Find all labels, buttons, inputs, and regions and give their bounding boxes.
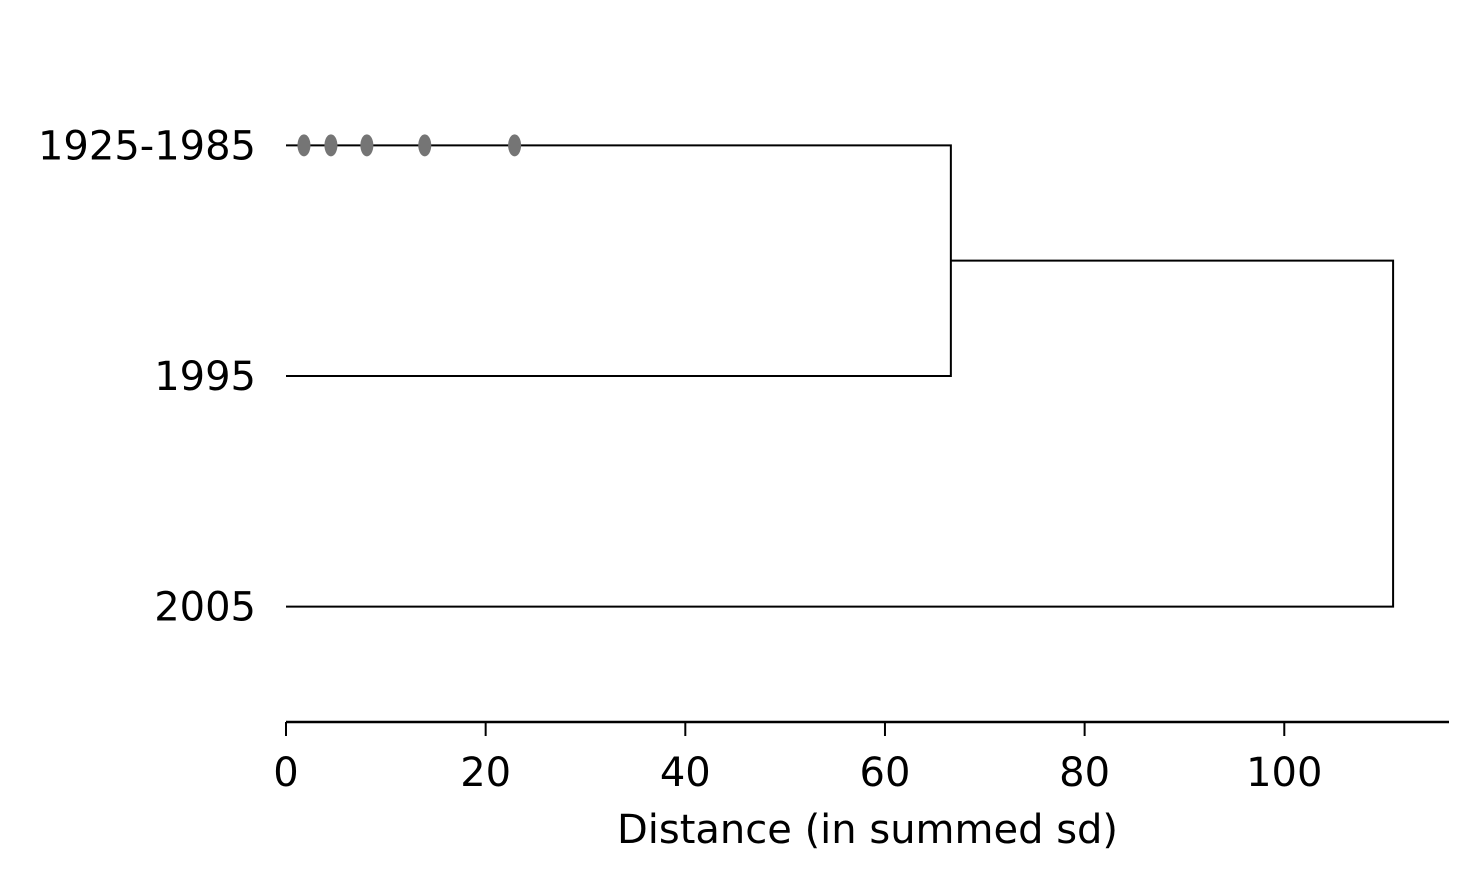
dendrogram-link-1 bbox=[286, 144, 952, 377]
x-tick-label-4: 60 bbox=[860, 750, 911, 796]
collapsed-merge-points bbox=[297, 134, 522, 157]
merge-point-4 bbox=[418, 134, 432, 157]
x-axis-label: Distance (in summed sd) bbox=[617, 807, 1118, 853]
leaf-label-1: 1925-1985 bbox=[38, 123, 256, 169]
leaf-label-2: 1995 bbox=[154, 354, 256, 400]
merge-point-2 bbox=[324, 134, 338, 157]
x-tick-label-6: 100 bbox=[1246, 750, 1322, 796]
x-tick-label-5: 80 bbox=[1059, 750, 1110, 796]
x-tick-label-3: 40 bbox=[660, 750, 711, 796]
x-ticks: 0 20 40 60 80 100 bbox=[273, 722, 1322, 796]
x-tick-label-1: 0 bbox=[273, 750, 298, 796]
dendrogram-link-2 bbox=[286, 259, 1395, 608]
x-tick-label-2: 20 bbox=[460, 750, 511, 796]
dendrogram-links bbox=[286, 144, 1395, 608]
merge-point-3 bbox=[360, 134, 374, 157]
leaf-label-3: 2005 bbox=[154, 585, 256, 631]
x-axis: 0 20 40 60 80 100 Distance (in summed sd) bbox=[273, 720, 1449, 853]
leaf-labels: 1925-1985 1995 2005 bbox=[38, 123, 256, 630]
merge-point-1 bbox=[297, 134, 311, 157]
merge-point-5 bbox=[508, 134, 522, 157]
